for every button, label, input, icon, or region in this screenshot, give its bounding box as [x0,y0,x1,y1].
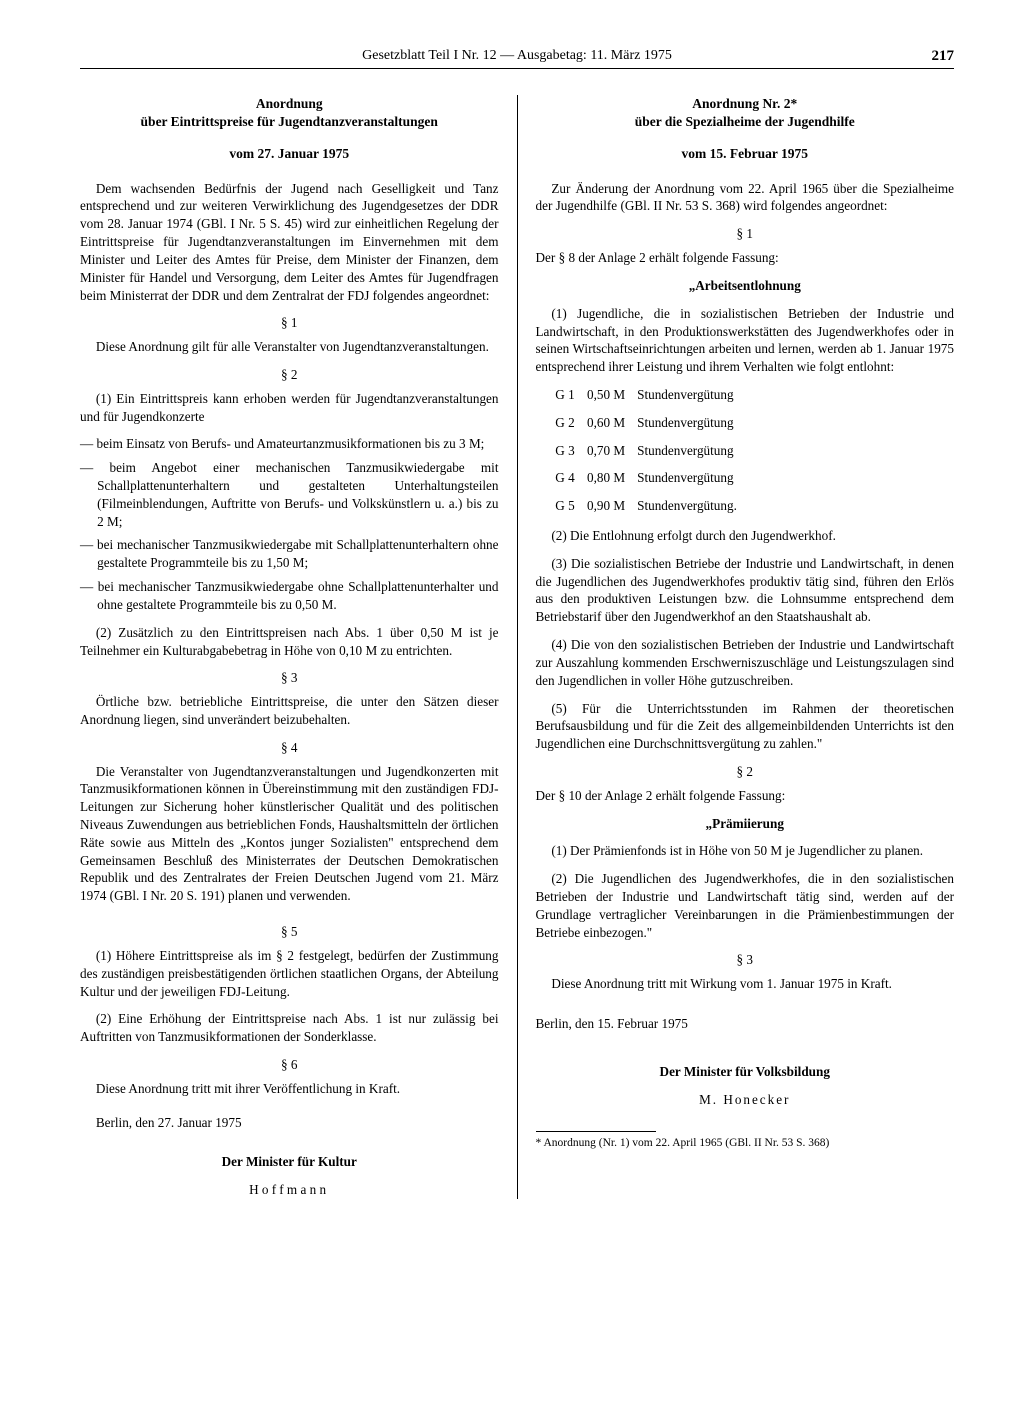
rate-value: 0,50 M [587,386,637,404]
right-s1-lead: Der § 8 der Anlage 2 erhält folgende Fas… [536,249,955,267]
rate-label: Stundenvergütung [637,442,733,460]
right-title-block: Anordnung Nr. 2* über die Spezialheime d… [536,95,955,131]
list-item: beim Angebot einer mechanischen Tanzmusi… [80,459,499,530]
left-s4: Die Veranstalter von Jugendtanzveranstal… [80,763,499,906]
rate-table: G 10,50 MStundenvergütung G 20,60 MStund… [555,386,954,515]
left-s5-1: (1) Höhere Eintrittspreise als im § 2 fe… [80,947,499,1000]
rate-label: Stundenvergütung. [637,497,737,515]
column-left: Anordnung über Eintrittspreise für Jugen… [80,95,518,1199]
right-s2-head: § 2 [536,763,955,781]
rate-row: G 10,50 MStundenvergütung [555,386,954,404]
right-s2-qhead: „Prämiierung [536,815,955,833]
rate-row: G 40,80 MStundenvergütung [555,469,954,487]
running-head: Gesetzblatt Teil I Nr. 12 — Ausgabetag: … [80,48,954,64]
rate-value: 0,70 M [587,442,637,460]
rate-value: 0,80 M [587,469,637,487]
rate-row: G 50,90 MStundenvergütung. [555,497,954,515]
right-minister-name: M. Honecker [536,1091,955,1109]
left-s5-2: (2) Eine Erhöhung der Eintrittspreise na… [80,1010,499,1046]
left-s6: Diese Anordnung tritt mit ihrer Veröffen… [80,1080,499,1098]
right-date: vom 15. Februar 1975 [536,145,955,163]
rate-label: Stundenvergütung [637,386,733,404]
left-intro: Dem wachsenden Bedürfnis der Jugend nach… [80,180,499,305]
left-title-1: Anordnung [80,95,499,113]
right-s1-3: (3) Die sozialistischen Betriebe der Ind… [536,555,955,626]
rate-label: Stundenvergütung [637,414,733,432]
right-s1-qhead: „Arbeitsentlohnung [536,277,955,295]
left-s3: Örtliche bzw. betriebliche Eintrittsprei… [80,693,499,729]
left-s1-head: § 1 [80,314,499,332]
header-rule [80,68,954,69]
page: Gesetzblatt Teil I Nr. 12 — Ausgabetag: … [0,0,1024,1423]
rate-row: G 20,60 MStundenvergütung [555,414,954,432]
right-s2-lead: Der § 10 der Anlage 2 erhält folgende Fa… [536,787,955,805]
left-s5-head: § 5 [80,923,499,941]
right-city-date: Berlin, den 15. Februar 1975 [536,1015,955,1033]
right-s1-5: (5) Für die Unterrichtsstunden im Rahmen… [536,700,955,753]
rate-row: G 30,70 MStundenvergütung [555,442,954,460]
left-city-date: Berlin, den 27. Januar 1975 [96,1114,499,1132]
right-s1-4: (4) Die von den sozialistischen Betriebe… [536,636,955,689]
left-minister-title: Der Minister für Kultur [80,1153,499,1171]
left-date: vom 27. Januar 1975 [80,145,499,163]
right-s3: Diese Anordnung tritt mit Wirkung vom 1.… [536,975,955,993]
right-intro: Zur Änderung der Anordnung vom 22. April… [536,180,955,216]
list-item: bei mechanischer Tanzmusikwiedergabe ohn… [80,578,499,614]
left-s2-list: beim Einsatz von Berufs- und Amateurtanz… [80,435,499,613]
left-title-block: Anordnung über Eintrittspreise für Jugen… [80,95,499,131]
rate-label: Stundenvergütung [637,469,733,487]
rate-grade: G 3 [555,442,587,460]
left-minister-name: Hoffmann [80,1181,499,1199]
rate-grade: G 5 [555,497,587,515]
rate-grade: G 1 [555,386,587,404]
right-title-1: Anordnung Nr. 2* [536,95,955,113]
columns: Anordnung über Eintrittspreise für Jugen… [80,95,954,1199]
rate-grade: G 2 [555,414,587,432]
list-item: beim Einsatz von Berufs- und Amateurtanz… [80,435,499,453]
page-number: 217 [932,48,955,65]
right-minister-title: Der Minister für Volksbildung [536,1063,955,1081]
footnote-rule [536,1131,656,1132]
left-title-2: über Eintrittspreise für Jugendtanzveran… [80,113,499,131]
running-head-text: Gesetzblatt Teil I Nr. 12 — Ausgabetag: … [362,48,672,63]
left-s3-head: § 3 [80,669,499,687]
column-right: Anordnung Nr. 2* über die Spezialheime d… [518,95,955,1199]
left-s2-head: § 2 [80,366,499,384]
right-s1-1: (1) Jugendliche, die in sozialistischen … [536,305,955,376]
right-s2-1: (1) Der Prämienfonds ist in Höhe von 50 … [536,842,955,860]
rate-grade: G 4 [555,469,587,487]
footnote: * Anordnung (Nr. 1) vom 22. April 1965 (… [536,1136,955,1152]
list-item: bei mechanischer Tanzmusikwiedergabe mit… [80,536,499,572]
right-title-2: über die Spezialheime der Jugendhilfe [536,113,955,131]
rate-value: 0,90 M [587,497,637,515]
right-s1-head: § 1 [536,225,955,243]
rate-value: 0,60 M [587,414,637,432]
right-s2-2: (2) Die Jugendlichen des Jugendwerkhofes… [536,870,955,941]
left-s1: Diese Anordnung gilt für alle Veranstalt… [80,338,499,356]
right-s1-2: (2) Die Entlohnung erfolgt durch den Jug… [536,527,955,545]
left-s2-1: (1) Ein Eintrittspreis kann erhoben werd… [80,390,499,426]
left-s2-2: (2) Zusätzlich zu den Eintrittspreisen n… [80,624,499,660]
left-s6-head: § 6 [80,1056,499,1074]
left-s4-head: § 4 [80,739,499,757]
right-s3-head: § 3 [536,951,955,969]
